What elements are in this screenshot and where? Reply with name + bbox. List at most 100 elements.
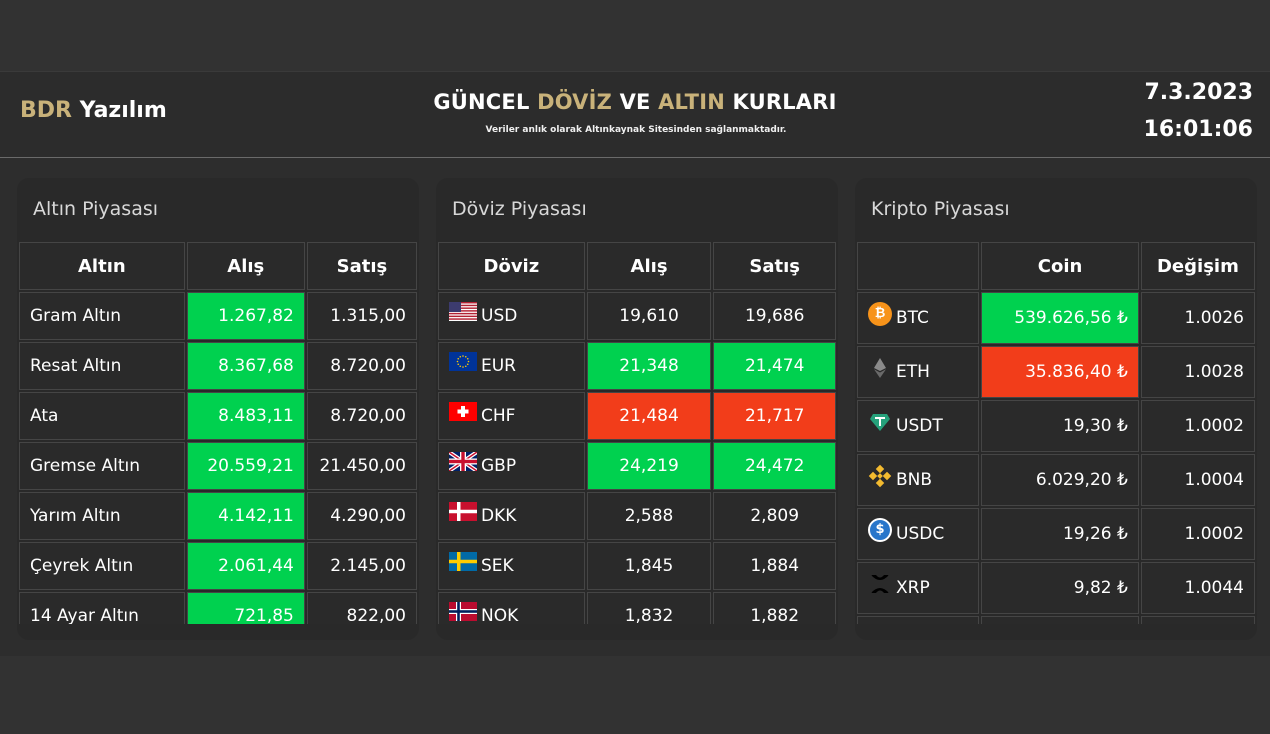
bnb-icon (868, 464, 892, 488)
currency-name-cell: DKK (438, 492, 585, 540)
currency-panel-title: Döviz Piyasası (452, 198, 587, 220)
header-cell: Alış (586, 242, 712, 290)
currency-name-cell: USD (438, 292, 585, 340)
title-word-4: ALTIN (658, 90, 725, 114)
crypto-name-cell: ETH (857, 346, 980, 398)
crypto-code: BNB (896, 470, 933, 490)
gold-table-scroll[interactable]: Altın Alış Satış Gram Altın 1.267,82 1.315… (17, 240, 419, 624)
header-cell: Döviz (438, 242, 585, 290)
gold-market-panel: Altın Piyasası Altın Alış Satış Gram Alt… (17, 178, 419, 640)
gold-row: Çeyrek Altın 2.061,44 2.145,00 (19, 542, 417, 590)
no-flag-icon (449, 601, 477, 621)
crypto-price: 19,26 ₺ (981, 508, 1139, 560)
currency-buy-price: 1,832 (586, 592, 712, 624)
crypto-row: USDT 19,30 ₺ 1.0002 (857, 400, 1255, 452)
currency-name-cell: SEK (438, 542, 585, 590)
currency-buy-price: 1,845 (586, 542, 712, 590)
gold-sell-price: 8.720,00 (306, 392, 417, 440)
crypto-name-cell: BNB (857, 454, 980, 506)
gold-name: Resat Altın (19, 342, 185, 390)
se-flag-icon (449, 551, 477, 571)
page-title: GÜNCEL DÖVİZ VE ALTIN KURLARI (0, 90, 1270, 114)
currency-code: NOK (481, 606, 519, 624)
gold-sell-price: 8.720,00 (306, 342, 417, 390)
header-cell: Altın (19, 242, 185, 290)
gold-buy-price: 4.142,11 (186, 492, 305, 540)
gold-buy-price: 8.483,11 (186, 392, 305, 440)
currency-row: USD 19,610 19,686 (438, 292, 836, 340)
crypto-row (857, 616, 1255, 624)
currency-row: EUR 21,348 21,474 (438, 342, 836, 390)
crypto-code: USDC (896, 524, 945, 544)
brand-logo: BDR Yazılım (20, 98, 167, 123)
crypto-change: 1.0004 (1140, 454, 1255, 506)
crypto-code: BTC (896, 308, 929, 328)
crypto-name-cell: XRP (857, 562, 980, 614)
currency-buy-price: 19,610 (586, 292, 712, 340)
gold-row: Yarım Altın 4.142,11 4.290,00 (19, 492, 417, 540)
crypto-row: ₿ BTC 539.626,56 ₺ 1.0026 (857, 292, 1255, 344)
crypto-code: USDT (896, 416, 943, 436)
us-flag-icon (449, 301, 477, 321)
brand-part-2: Yazılım (79, 98, 167, 123)
currency-code: CHF (481, 406, 516, 426)
title-word-3: VE (619, 90, 651, 114)
currency-table: Döviz Alış Satış USD 19,610 19,686 EUR 21,34… (436, 240, 838, 624)
crypto-change: 1.0002 (1140, 400, 1255, 452)
currency-sell-price: 21,474 (713, 342, 836, 390)
crypto-price: 6.029,20 ₺ (981, 454, 1139, 506)
crypto-name-cell: USDT (857, 400, 980, 452)
currency-code: GBP (481, 456, 517, 476)
currency-row: SEK 1,845 1,884 (438, 542, 836, 590)
currency-table-header: Döviz Alış Satış (438, 242, 836, 290)
usdt-icon (870, 414, 890, 431)
crypto-row: $ USDC 19,26 ₺ 1.0002 (857, 508, 1255, 560)
title-word-1: GÜNCEL (433, 90, 530, 114)
eth-icon (874, 358, 886, 378)
gold-name: Gram Altın (19, 292, 185, 340)
crypto-change (1140, 616, 1255, 624)
gold-name: Ata (19, 392, 185, 440)
dk-flag-icon (449, 501, 477, 521)
btc-icon: ₿ (868, 302, 892, 326)
gold-row: Ata 8.483,11 8.720,00 (19, 392, 417, 440)
currency-sell-price: 1,884 (713, 542, 836, 590)
crypto-name-cell: $ USDC (857, 508, 980, 560)
gold-name: Yarım Altın (19, 492, 185, 540)
crypto-change: 1.0044 (1140, 562, 1255, 614)
title-word-5: KURLARI (732, 90, 837, 114)
currency-code: DKK (481, 506, 517, 526)
crypto-price (981, 616, 1139, 624)
crypto-name-cell: ₿ BTC (857, 292, 980, 344)
gold-table: Altın Alış Satış Gram Altın 1.267,82 1.315… (17, 240, 419, 624)
header-cell: Değişim (1140, 242, 1255, 290)
gold-buy-price: 721,85 (186, 592, 305, 624)
gold-name: Çeyrek Altın (19, 542, 185, 590)
header-cell: Coin (981, 242, 1139, 290)
crypto-table-scroll[interactable]: Coin Değişim ₿ BTC 539.626,56 ₺ 1.0026 ETH 35… (855, 240, 1257, 624)
header-cell (857, 242, 980, 290)
currency-table-scroll[interactable]: Döviz Alış Satış USD 19,610 19,686 EUR 21,34… (436, 240, 838, 624)
gold-row: Gram Altın 1.267,82 1.315,00 (19, 292, 417, 340)
currency-name-cell: CHF (438, 392, 585, 440)
crypto-change: 1.0028 (1140, 346, 1255, 398)
header-bar (0, 72, 1270, 158)
currency-row: DKK 2,588 2,809 (438, 492, 836, 540)
gold-sell-price: 21.450,00 (306, 442, 417, 490)
currency-sell-price: 21,717 (713, 392, 836, 440)
currency-code: SEK (481, 556, 514, 576)
crypto-code: ETH (896, 362, 930, 382)
crypto-price: 35.836,40 ₺ (981, 346, 1139, 398)
crypto-change: 1.0026 (1140, 292, 1255, 344)
gold-buy-price: 1.267,82 (186, 292, 305, 340)
crypto-row: ETH 35.836,40 ₺ 1.0028 (857, 346, 1255, 398)
gold-buy-price: 8.367,68 (186, 342, 305, 390)
crypto-price: 19,30 ₺ (981, 400, 1139, 452)
gold-sell-price: 822,00 (306, 592, 417, 624)
currency-sell-price: 24,472 (713, 442, 836, 490)
crypto-row: XRP 9,82 ₺ 1.0044 (857, 562, 1255, 614)
crypto-table-header: Coin Değişim (857, 242, 1255, 290)
gold-panel-title: Altın Piyasası (33, 198, 159, 220)
brand-part-1: BDR (20, 98, 72, 123)
currency-buy-price: 21,484 (586, 392, 712, 440)
